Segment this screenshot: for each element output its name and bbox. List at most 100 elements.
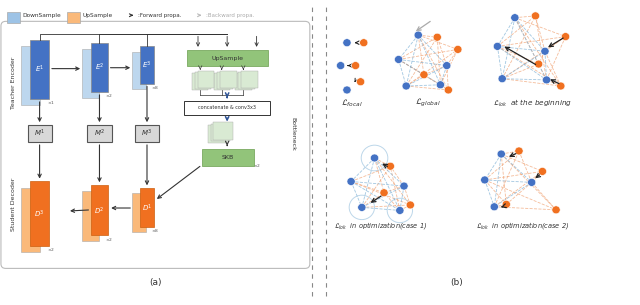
Bar (135, 125, 159, 142)
Bar (7, 12, 20, 23)
Bar (30, 181, 49, 246)
Circle shape (527, 178, 536, 186)
Bar (28, 125, 52, 142)
Text: $\times$2: $\times$2 (47, 246, 55, 253)
Circle shape (433, 33, 442, 41)
Bar (88, 125, 111, 142)
Text: Student Decoder: Student Decoder (11, 178, 16, 231)
Bar (132, 193, 147, 232)
Circle shape (511, 14, 519, 22)
Circle shape (343, 86, 351, 94)
Bar (213, 122, 233, 140)
Text: UpSample: UpSample (83, 13, 113, 18)
Text: $M^2$: $M^2$ (94, 128, 105, 139)
Bar (202, 149, 254, 166)
Bar (67, 12, 80, 23)
Text: DownSample: DownSample (23, 13, 61, 18)
Bar (83, 49, 99, 98)
Bar (140, 46, 154, 84)
Text: $\times$2: $\times$2 (105, 92, 113, 99)
Circle shape (552, 206, 560, 214)
Text: :Forward propa.: :Forward propa. (138, 13, 181, 18)
Circle shape (420, 71, 428, 79)
Text: $D^1$: $D^1$ (141, 202, 152, 214)
Circle shape (387, 162, 394, 170)
Circle shape (561, 33, 570, 41)
Text: $\mathcal{L}_{lok}$  at the beginning: $\mathcal{L}_{lok}$ at the beginning (493, 98, 572, 109)
Circle shape (358, 203, 366, 211)
Circle shape (443, 62, 451, 70)
Bar (140, 188, 154, 227)
Text: $D^3$: $D^3$ (35, 208, 45, 220)
Bar (214, 73, 230, 90)
Circle shape (534, 60, 543, 68)
Circle shape (337, 62, 345, 70)
Text: $M^3$: $M^3$ (141, 128, 152, 139)
Circle shape (396, 206, 404, 214)
Circle shape (400, 182, 408, 190)
Circle shape (380, 189, 388, 197)
Bar (207, 125, 227, 143)
Circle shape (436, 81, 445, 89)
Circle shape (490, 203, 499, 211)
Bar (211, 124, 230, 141)
Bar (191, 73, 208, 90)
Text: $\times$2: $\times$2 (253, 162, 261, 169)
Circle shape (444, 86, 452, 94)
Circle shape (406, 201, 415, 209)
Circle shape (538, 167, 547, 175)
Text: (a): (a) (149, 278, 161, 287)
Circle shape (414, 31, 422, 39)
Text: UpSample: UpSample (211, 56, 243, 61)
Circle shape (356, 78, 365, 86)
Circle shape (481, 176, 489, 184)
Circle shape (541, 47, 549, 55)
Bar (83, 191, 99, 241)
Text: Teacher Encoder: Teacher Encoder (11, 56, 16, 109)
Circle shape (498, 75, 506, 83)
Text: $\times$2: $\times$2 (105, 236, 113, 242)
Circle shape (543, 76, 550, 84)
Circle shape (394, 56, 403, 63)
Bar (217, 72, 234, 89)
Circle shape (497, 150, 506, 158)
Text: $\times$8: $\times$8 (152, 227, 159, 234)
Bar (20, 46, 40, 105)
Bar (195, 72, 211, 89)
Text: $E^2$: $E^2$ (95, 62, 104, 74)
Text: $\mathcal{L}_{lok}$  in optimization(case 1): $\mathcal{L}_{lok}$ in optimization(case… (334, 220, 428, 231)
Bar (235, 73, 252, 90)
Bar (20, 188, 40, 252)
Circle shape (493, 42, 502, 50)
Circle shape (402, 82, 410, 90)
Circle shape (347, 178, 355, 185)
Text: $\times$1: $\times$1 (47, 99, 55, 106)
Text: $E^3$: $E^3$ (142, 59, 152, 71)
Bar (198, 71, 214, 88)
Text: $D^2$: $D^2$ (94, 205, 105, 217)
Circle shape (531, 12, 540, 20)
Bar (30, 40, 49, 99)
Text: $\mathcal{L}_{global}$: $\mathcal{L}_{global}$ (415, 97, 440, 109)
Text: SKB: SKB (222, 155, 234, 160)
Circle shape (360, 39, 368, 47)
Circle shape (502, 200, 511, 208)
Text: $\mathcal{L}_{lok}$  in optimization(case 2): $\mathcal{L}_{lok}$ in optimization(case… (476, 220, 570, 231)
Bar (238, 72, 255, 89)
Bar (92, 185, 108, 235)
Text: $\mathcal{L}_{focal}$: $\mathcal{L}_{focal}$ (340, 97, 363, 109)
Bar (132, 52, 147, 89)
Text: concatenate & conv3x3: concatenate & conv3x3 (198, 106, 256, 110)
Text: $\times$8: $\times$8 (152, 84, 159, 91)
Bar (92, 43, 108, 92)
Text: $E^1$: $E^1$ (35, 64, 44, 75)
Text: (b): (b) (450, 278, 463, 287)
Circle shape (351, 62, 360, 70)
Circle shape (557, 82, 565, 90)
Bar (241, 71, 258, 88)
Circle shape (454, 45, 462, 53)
Text: Bottleneck: Bottleneck (291, 117, 296, 151)
Bar (184, 101, 270, 115)
Circle shape (515, 147, 523, 155)
Text: $M^1$: $M^1$ (34, 128, 45, 139)
